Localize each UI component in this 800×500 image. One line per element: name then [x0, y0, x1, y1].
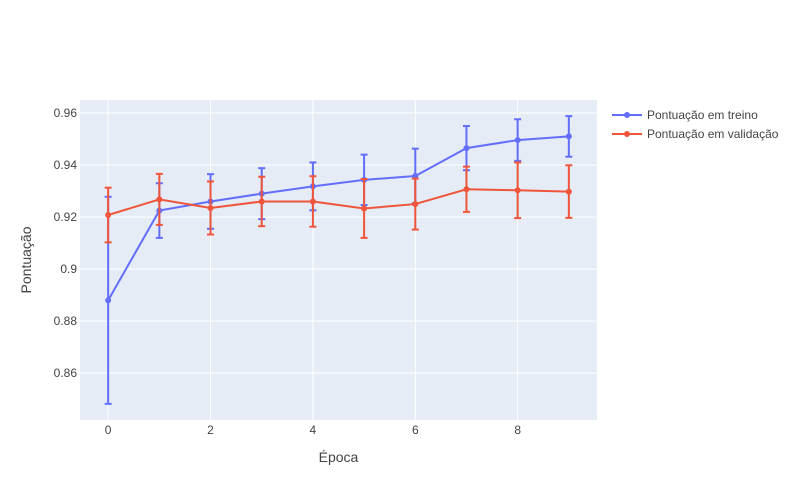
data-point[interactable]	[105, 211, 112, 218]
legend-item-validation[interactable]: Pontuação em validação	[612, 127, 779, 141]
data-point[interactable]	[463, 186, 470, 193]
y-axis-ticks: 0.86 0.88 0.9 0.92 0.94 0.96	[54, 106, 78, 380]
series-validation	[104, 161, 573, 244]
legend-label: Pontuação em treino	[647, 108, 758, 122]
data-point[interactable]	[361, 205, 368, 212]
data-point[interactable]	[156, 196, 163, 203]
x-axis-ticks: 0 2 4 6 8	[105, 423, 522, 437]
y-tick-label: 0.88	[54, 314, 78, 328]
legend-marker	[624, 112, 630, 118]
data-point[interactable]	[207, 204, 214, 211]
y-tick-label: 0.9	[60, 262, 77, 276]
series-layer	[104, 115, 573, 405]
data-point[interactable]	[565, 188, 572, 195]
x-tick-label: 4	[310, 423, 317, 437]
data-point[interactable]	[514, 187, 521, 194]
data-point[interactable]	[412, 201, 419, 208]
data-point[interactable]	[105, 297, 112, 304]
y-axis-title: Pontuação	[18, 226, 34, 293]
x-tick-label: 6	[412, 423, 419, 437]
data-point[interactable]	[565, 133, 572, 140]
data-point[interactable]	[412, 172, 419, 179]
series-line	[107, 135, 569, 301]
x-tick-label: 2	[207, 423, 214, 437]
y-tick-label: 0.92	[54, 210, 78, 224]
y-tick-label: 0.86	[54, 366, 78, 380]
plot-background	[80, 100, 597, 420]
legend-item-train[interactable]: Pontuação em treino	[612, 108, 758, 122]
x-tick-label: 0	[105, 423, 112, 437]
y-tick-label: 0.96	[54, 106, 78, 120]
legend-label: Pontuação em validação	[647, 127, 779, 141]
grid-lines	[80, 100, 597, 420]
data-point[interactable]	[309, 198, 316, 205]
data-point[interactable]	[463, 145, 470, 152]
series-line	[107, 188, 569, 216]
data-point[interactable]	[258, 198, 265, 205]
x-axis-title: Época	[319, 449, 359, 465]
legend[interactable]: Pontuação em treino Pontuação em validaçã…	[612, 108, 779, 141]
x-tick-label: 8	[514, 423, 521, 437]
data-point[interactable]	[514, 137, 521, 144]
legend-marker	[624, 131, 630, 137]
y-tick-label: 0.94	[54, 158, 78, 172]
